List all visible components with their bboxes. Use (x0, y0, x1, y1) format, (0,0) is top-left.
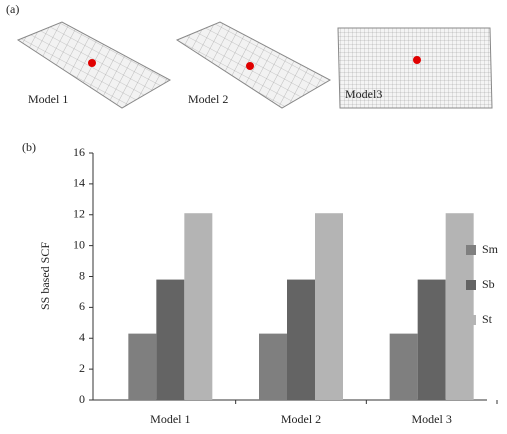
x-tick-label: Model 3 (411, 412, 451, 426)
bar (156, 280, 184, 400)
mesh-caption: Model 1 (28, 92, 68, 106)
bar (184, 213, 212, 400)
y-axis-label: SS based SCF (38, 242, 52, 310)
x-tick-label: Model 2 (281, 412, 321, 426)
y-tick-label: 0 (79, 392, 85, 406)
bar (128, 334, 156, 400)
bar (446, 213, 474, 400)
y-tick-label: 8 (79, 268, 85, 282)
y-tick-label: 12 (73, 207, 85, 221)
hot-spot (413, 56, 421, 64)
y-tick-label: 14 (73, 176, 85, 190)
bar (315, 213, 343, 400)
bar (418, 280, 446, 400)
legend-label: Sb (482, 277, 495, 291)
x-tick-label: Model 1 (150, 412, 190, 426)
legend-label: St (482, 312, 493, 326)
legend-swatch (466, 315, 476, 325)
hot-spot (88, 59, 96, 67)
panel-label: (a) (6, 2, 19, 16)
y-tick-label: 2 (79, 361, 85, 375)
panel-label: (b) (22, 140, 36, 154)
y-tick-label: 16 (73, 145, 85, 159)
mesh-caption: Model3 (345, 87, 382, 101)
y-tick-label: 10 (73, 237, 85, 251)
bar (287, 280, 315, 400)
bar (390, 334, 418, 400)
legend-swatch (466, 245, 476, 255)
bar (259, 334, 287, 400)
figure: (a) Model 1 Model 2 Model3 (b) SS based … (0, 0, 507, 434)
y-tick-label: 4 (79, 330, 85, 344)
y-tick-label: 6 (79, 299, 85, 313)
mesh-caption: Model 2 (188, 92, 228, 106)
legend-swatch (466, 280, 476, 290)
hot-spot (246, 62, 254, 70)
legend-label: Sm (482, 242, 499, 256)
